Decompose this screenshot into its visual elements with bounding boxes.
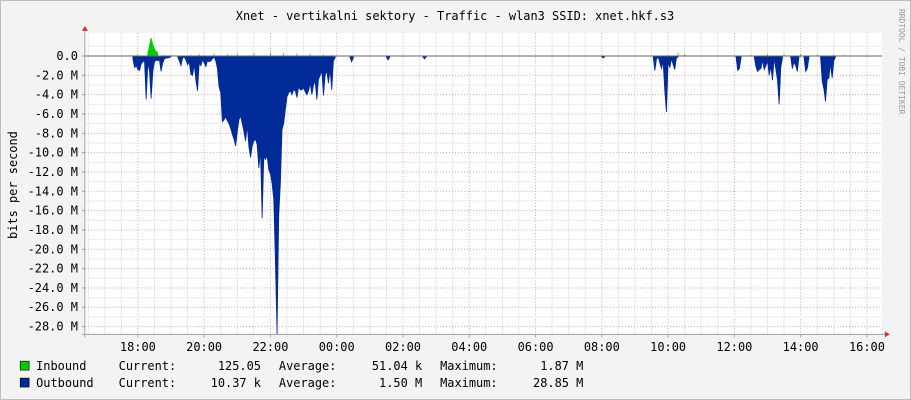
legend-swatch-outbound [19,377,30,388]
legend-entry-inbound: Inbound Current: 125.05 Average: 51.04 k… [19,359,583,373]
legend-entry-outbound: Outbound Current: 10.37 k Average: 1.50 … [19,376,583,390]
y-tick-label: -16.0 M [28,204,78,218]
y-tick-label: -18.0 M [28,223,78,237]
legend-maximum-label-inbound: Maximum: [440,359,497,373]
x-tick-label: 10:00 [650,340,686,354]
legend-name-outbound: Outbound [36,376,94,390]
y-tick-label: -2.0 M [35,68,78,82]
axes [81,25,890,338]
plot-area [84,32,882,335]
chart-title: Xnet - vertikalni sektory - Traffic - wl… [236,9,674,23]
legend-maximum-label-outbound: Maximum: [440,376,497,390]
y-axis-label: bits per second [6,131,20,239]
legend-current-outbound: 10.37 k [211,376,261,390]
y-tick-label: -6.0 M [35,107,78,121]
x-tick-label: 22:00 [252,340,288,354]
x-tick-label: 08:00 [584,340,620,354]
y-tick-label: -12.0 M [28,165,78,179]
y-tick-label: -10.0 M [28,146,78,160]
legend-current-label-outbound: Current: [119,376,177,390]
x-tick-label: 06:00 [518,340,554,354]
x-tick-label: 14:00 [783,340,819,354]
legend-name-inbound: Inbound [36,359,86,373]
y-tick-label: -24.0 M [28,281,78,295]
x-axis-arrow [884,331,890,338]
y-tick-label: -4.0 M [35,88,78,102]
y-tick-label: -8.0 M [35,126,78,140]
series-area-outbound [132,55,836,335]
legend-average-outbound: 1.50 M [379,376,422,390]
x-tick-label: 16:00 [849,340,885,354]
y-tick-label: -14.0 M [28,184,78,198]
y-tick-label: -20.0 M [28,242,78,256]
y-tick-labels: 0.0 -2.0 M -4.0 M -6.0 M -8.0 M -10.0 M -12.0 … [28,49,78,334]
legend-average-label-outbound: Average: [279,376,336,390]
legend-average-label-inbound: Average: [279,359,336,373]
legend: Inbound Current: 125.05 Average: 51.04 k… [19,359,583,390]
legend-current-label-inbound: Current: [119,359,177,373]
legend-current-inbound: 125.05 [218,359,261,373]
x-tick-label: 00:00 [319,340,355,354]
y-axis-arrow [81,25,88,31]
y-tick-label: -28.0 M [28,320,78,334]
y-tick-label: 0.0 [56,49,78,63]
legend-maximum-outbound: 28.85 M [533,376,583,390]
x-tick-label: 18:00 [120,340,156,354]
legend-average-inbound: 51.04 k [372,359,422,373]
x-tick-labels: 18:00 20:00 22:00 00:00 02:00 04:00 06:00 08:00… [120,340,885,354]
x-tick-label: 02:00 [385,340,421,354]
legend-maximum-inbound: 1.87 M [540,359,583,373]
rrdtool-watermark: RRDTOOL / TOBI OETIKER [897,9,906,115]
x-tick-label: 04:00 [451,340,487,354]
y-tick-label: -26.0 M [28,300,78,314]
x-tick-label: 20:00 [186,340,222,354]
x-tick-label: 12:00 [716,340,752,354]
grid-lines [84,32,882,335]
legend-swatch-inbound [19,360,30,371]
y-tick-label: -22.0 M [28,262,78,276]
